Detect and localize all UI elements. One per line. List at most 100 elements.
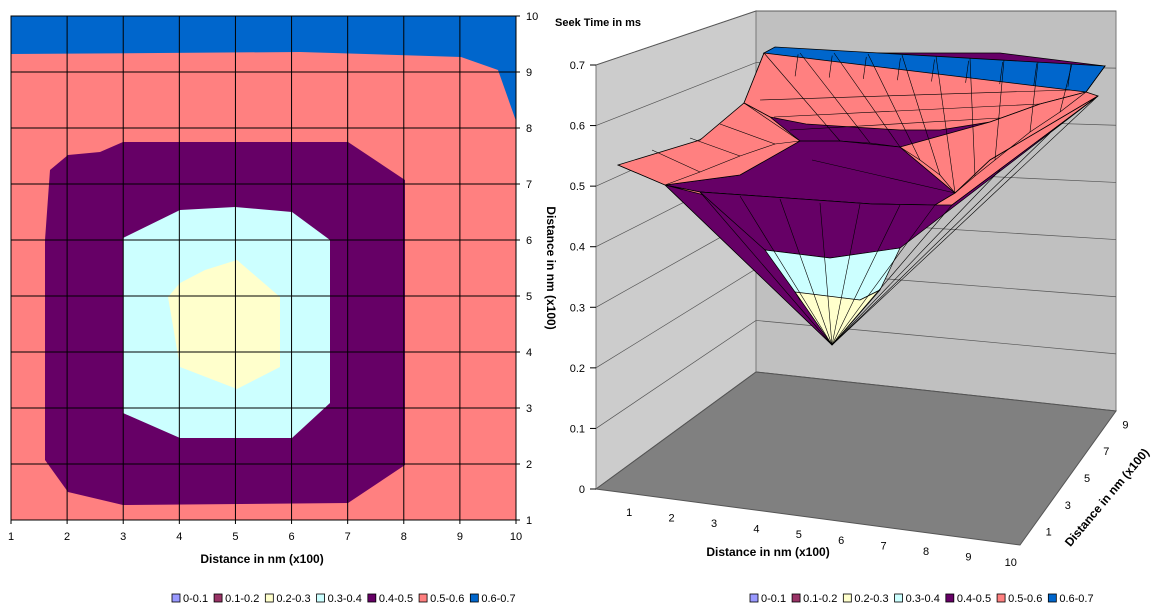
contour-y-tick-label: 9 <box>526 67 532 79</box>
surface-mesh-line <box>831 203 861 346</box>
surface-mesh-line <box>939 174 956 194</box>
surface-mesh-line <box>969 57 976 177</box>
surface-mesh-line <box>811 159 956 194</box>
contour-band-0.6-0.7 <box>11 16 516 121</box>
legend-label: 0.1-0.2 <box>803 593 837 605</box>
surface-mesh-line <box>831 132 1051 346</box>
surface-mesh-line <box>994 59 1005 161</box>
surface-mesh-line <box>999 62 1003 85</box>
contour-y-tick-label: 2 <box>526 459 532 471</box>
surface-z-tick-label: 0.6 <box>570 121 585 133</box>
surface-mesh-line <box>828 55 833 78</box>
legend-label: 0.3-0.4 <box>328 593 362 605</box>
surface-mesh-line <box>743 102 801 142</box>
contour-x-tick-label: 5 <box>232 531 238 543</box>
surface-chart: 0 0.1 0.2 0.3 0.4 0.5 0.6 0.7 1 2 3 4 5 6 7 8 9 10 1 3 5 7 9… <box>555 10 1152 605</box>
contour-y-tick-label: 6 <box>526 235 532 247</box>
surface-x-tick-label: 7 <box>881 540 887 552</box>
surface-mesh-line <box>617 164 666 186</box>
surface-mesh-line <box>901 54 941 176</box>
surface-mesh-line <box>831 204 901 346</box>
surface-y-tick-label: 5 <box>1084 473 1090 485</box>
contour-x-tick-label: 10 <box>510 531 522 543</box>
legend-swatch <box>367 593 377 603</box>
contour-y-tick-label: 8 <box>526 123 532 135</box>
legend-swatch <box>842 593 852 603</box>
surface-mesh-line <box>664 184 833 346</box>
surface-mesh-line <box>831 95 1099 346</box>
surface-z-tick-label: 0.2 <box>570 363 585 375</box>
contour-x-tick-label: 2 <box>64 531 70 543</box>
surface-x-tick-label: 8 <box>923 546 929 558</box>
surface-mesh-line <box>1033 63 1038 86</box>
contour-x-tick-label: 7 <box>345 531 351 543</box>
contour-x-tick-label: 1 <box>8 531 14 543</box>
surface-z-ticks: 0 0.1 0.2 0.3 0.4 0.5 0.6 0.7 <box>570 60 596 496</box>
contour-y-tick-label: 5 <box>526 291 532 303</box>
surface-y-ticks: 1 3 5 7 9 <box>1046 419 1129 538</box>
contour-y-tick-label: 1 <box>526 515 532 527</box>
surface-mesh-line <box>1059 91 1087 113</box>
surface-mesh-line <box>664 171 701 186</box>
surface-mesh-line <box>867 53 921 161</box>
legend-swatch <box>996 593 1006 603</box>
surface-mesh-line <box>779 198 833 346</box>
surface-mesh-line <box>897 58 901 81</box>
surface-mesh-line <box>739 195 833 346</box>
surface-z-gridline <box>595 10 1116 66</box>
legend-label: 0.2-0.3 <box>854 593 888 605</box>
surface-mesh-line <box>739 143 776 157</box>
surface-x-axis-title: Distance in nm (x100) <box>706 545 829 559</box>
surface-mesh-line <box>935 55 956 194</box>
surface-mesh-line <box>773 103 1041 118</box>
surface-mesh-line <box>759 89 1071 101</box>
legend-swatch <box>945 593 955 603</box>
surface-z-tick-label: 0 <box>579 484 585 496</box>
contour-y-tick-label: 10 <box>526 11 538 23</box>
contour-x-axis-title: Distance in nm (x100) <box>200 552 323 566</box>
surface-x-tick-label: 3 <box>711 518 717 530</box>
surface-x-tick-label: 10 <box>1005 557 1017 569</box>
surface-mesh-line <box>651 149 701 173</box>
surface-mesh-line <box>831 169 1001 346</box>
surface-y-tick-label: 9 <box>1122 419 1128 431</box>
legend-label: 0.6-0.7 <box>1059 593 1093 605</box>
surface-mesh-line <box>799 52 871 144</box>
surface-y-tick-label: 3 <box>1065 500 1071 512</box>
surface-mesh-line <box>774 140 801 145</box>
surface-mesh-line <box>1029 61 1039 133</box>
legend-label: 0.6-0.7 <box>481 593 515 605</box>
surface-z-tick-label: 0.1 <box>570 423 585 435</box>
legend-label: 0.5-0.6 <box>1008 593 1042 605</box>
legend-swatch <box>418 593 428 603</box>
contour-band-0.2-0.3 <box>168 260 280 389</box>
surface-x-tick-label: 5 <box>796 529 802 541</box>
contour-y-tick-label: 4 <box>526 347 532 359</box>
surface-mesh-line <box>833 52 901 148</box>
surface-z-gridline <box>595 320 1117 429</box>
contour-legend: 0-0.1 0.1-0.2 0.2-0.3 0.3-0.4 0.4-0.5 0.5-0.6… <box>171 593 516 605</box>
surface-mesh-line <box>899 146 921 161</box>
legend-label: 0.4-0.5 <box>957 593 991 605</box>
surface-x-tick-label: 1 <box>626 507 632 519</box>
surface-mesh-line <box>763 52 841 142</box>
legend-swatch <box>749 593 759 603</box>
surface-y-tick-label: 7 <box>1103 446 1109 458</box>
surface-z-tick-label: 0.4 <box>570 242 585 254</box>
contour-chart: 1 2 3 4 5 6 7 8 9 10 1 2 3 4 5 6 7 8 9 10 Distance in nm (… <box>8 11 558 605</box>
surface-x-ticks: 1 2 3 4 5 6 7 8 9 10 <box>626 507 1017 569</box>
surface-x-tick-label: 9 <box>965 552 971 564</box>
surface-z-axis-title: Seek Time in ms <box>555 17 641 29</box>
contour-y-tick-label: 7 <box>526 179 532 191</box>
surface-mesh-line <box>863 56 867 79</box>
contour-plot-border <box>10 15 517 521</box>
legend-label: 0.2-0.3 <box>276 593 310 605</box>
surface-mesh-line <box>965 60 969 83</box>
surface-mesh-line <box>794 54 799 77</box>
legend-swatch <box>171 593 181 603</box>
surface-mesh-line <box>719 123 776 145</box>
contour-x-tick-label: 9 <box>457 531 463 543</box>
surface-x-tick-label: 2 <box>669 512 675 524</box>
